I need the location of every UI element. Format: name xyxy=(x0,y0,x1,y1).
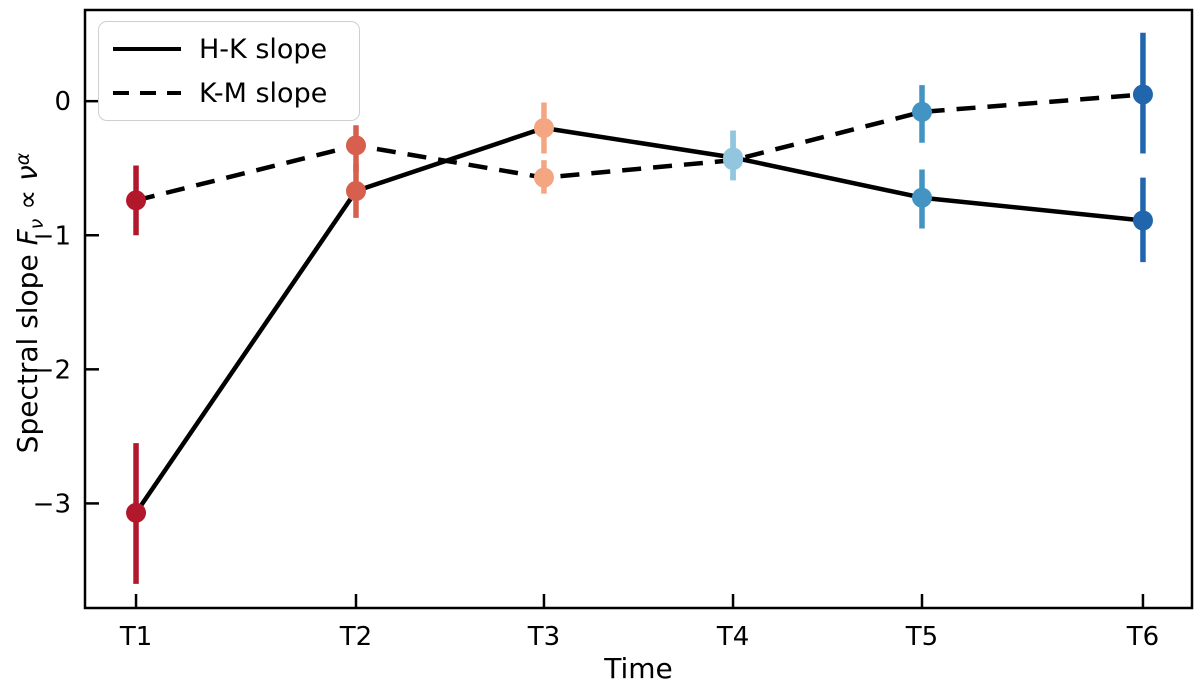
y-tick-label: −2 xyxy=(33,355,71,385)
data-point-T5-hk xyxy=(912,187,933,208)
y-tick-label: 0 xyxy=(54,87,71,117)
plot-frame xyxy=(83,8,1194,610)
data-point-T2-hk xyxy=(345,181,366,202)
x-tick-label: T1 xyxy=(119,622,152,652)
data-point-T5-km xyxy=(912,101,933,122)
ylabel-flux-subscript: ν xyxy=(25,218,48,230)
data-points xyxy=(126,84,1153,523)
data-point-T6-km xyxy=(1132,84,1153,105)
ylabel-nu-symbol: ν xyxy=(11,165,44,181)
legend-solid-line-sample xyxy=(113,46,181,52)
legend-entry-km: K-M slope xyxy=(113,76,345,110)
ylabel-alpha-superscript: α xyxy=(11,152,34,166)
data-point-T2-km xyxy=(345,135,366,156)
x-tick-label: T4 xyxy=(716,622,749,652)
legend-dashed-line-sample xyxy=(113,90,181,96)
x-axis-label: Time xyxy=(604,652,673,685)
y-tick-label: −3 xyxy=(33,489,71,519)
legend: H-K slope K-M slope xyxy=(98,21,360,121)
ylabel-flux-symbol: F xyxy=(11,229,44,246)
x-tick-label: T2 xyxy=(339,622,372,652)
data-point-T3-km xyxy=(533,167,554,188)
proportional-to-symbol: ∝ xyxy=(11,180,44,219)
legend-entry-hk: H-K slope xyxy=(113,32,345,66)
data-point-T1-hk xyxy=(126,502,147,523)
data-point-T3-hk xyxy=(533,117,554,138)
data-point-T4-km xyxy=(723,150,744,171)
y-axis-label: Spectral slope Fν ∝ να xyxy=(11,83,48,523)
x-tick-label: T3 xyxy=(527,622,560,652)
x-tick-label: T6 xyxy=(1126,622,1159,652)
legend-label-hk: H-K slope xyxy=(199,33,328,65)
ylabel-text: Spectral slope xyxy=(11,245,44,454)
legend-label-km: K-M slope xyxy=(199,77,328,109)
data-point-T1-km xyxy=(126,190,147,211)
series-line-hk xyxy=(134,125,1144,515)
y-tick-label: −1 xyxy=(33,221,71,251)
series-line-km xyxy=(135,92,1144,203)
y-axis-ticks: 0 −1 −2 −3 xyxy=(33,87,99,519)
x-axis-ticks: T1 T2 T3 T4 T5 T6 xyxy=(119,594,1159,652)
data-point-T6-hk xyxy=(1132,210,1153,231)
x-tick-label: T5 xyxy=(905,622,938,652)
